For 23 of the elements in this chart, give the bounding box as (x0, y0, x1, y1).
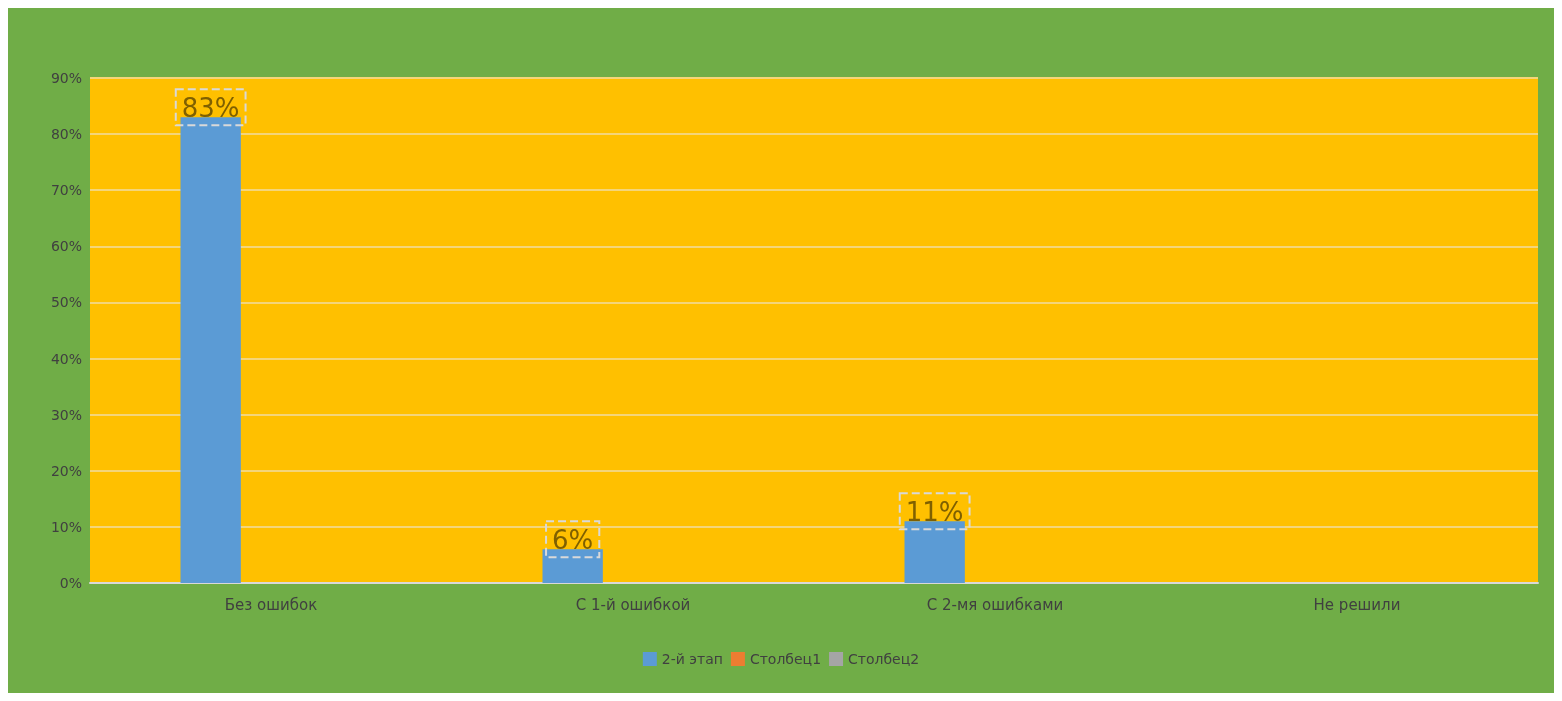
x-tick-label: С 1-й ошибкой (575, 595, 691, 614)
data-label: 11% (905, 497, 964, 528)
legend-label: Столбец1 (749, 651, 822, 667)
y-tick-label: 70% (50, 182, 82, 199)
y-tick-label: 10% (50, 518, 82, 535)
x-tick-label: Без ошибок (224, 595, 318, 614)
y-tick-label: 30% (50, 406, 82, 423)
y-tick-label: 20% (50, 462, 82, 479)
bar (904, 521, 965, 583)
bar (542, 549, 603, 583)
x-tick-label: С 2-мя ошибками (926, 595, 1064, 614)
y-tick-label: 40% (50, 350, 82, 367)
x-tick-label: Не решили (1313, 595, 1401, 614)
data-label: 83% (181, 93, 240, 124)
y-tick-label: 0% (59, 575, 82, 591)
y-tick-label: 80% (50, 126, 82, 143)
legend-label: Столбец2 (848, 651, 920, 667)
y-tick-label: 50% (50, 294, 82, 311)
bar (180, 117, 241, 583)
legend-label: 2-й этап (661, 651, 723, 667)
y-tick-label: 60% (50, 238, 82, 255)
data-label: 6% (552, 525, 594, 556)
y-tick-label: 90% (50, 70, 82, 86)
